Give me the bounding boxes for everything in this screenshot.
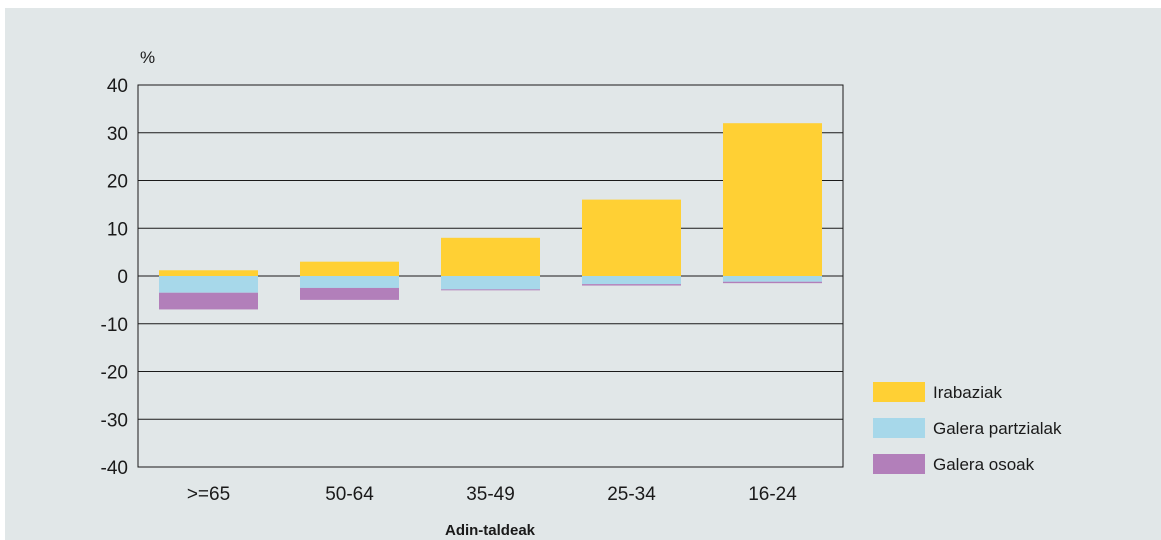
- y-tick-label: 30: [107, 124, 128, 145]
- bar-segment: [723, 281, 822, 284]
- bar-segment: [300, 276, 399, 288]
- bar-segment: [723, 123, 822, 276]
- y-tick-label: -20: [101, 363, 128, 384]
- legend-swatch: [873, 382, 925, 402]
- bars: [159, 123, 822, 310]
- y-axis-unit: %: [140, 48, 155, 67]
- bar-segment: [582, 199, 681, 276]
- y-tick-label: -40: [101, 458, 128, 479]
- x-tick-label: >=65: [187, 484, 230, 505]
- bar-segment: [159, 276, 258, 293]
- bar-segment: [300, 287, 399, 300]
- y-tick-label: -30: [101, 410, 128, 431]
- y-tick-label: 20: [107, 172, 128, 193]
- legend-label: Galera osoak: [933, 455, 1035, 474]
- y-tick-label: 0: [117, 267, 128, 288]
- x-axis-title: Adin-taldeak: [445, 522, 536, 539]
- legend-label: Galera partzialak: [933, 419, 1062, 438]
- legend-swatch: [873, 418, 925, 438]
- bar-segment: [441, 289, 540, 291]
- y-axis-ticks: 40 30 20 10 0 -10 -20 -30 -40: [101, 76, 128, 479]
- bar-segment: [159, 292, 258, 310]
- bar-segment: [582, 284, 681, 286]
- legend-swatch: [873, 454, 925, 474]
- bar-segment: [723, 276, 822, 282]
- y-tick-label: -10: [101, 315, 128, 336]
- y-tick-label: 10: [107, 219, 128, 240]
- x-tick-label: 50-64: [325, 484, 374, 505]
- bar-segment: [582, 276, 681, 285]
- x-tick-label: 35-49: [466, 484, 515, 505]
- y-tick-label: 40: [107, 76, 128, 97]
- x-axis-ticks: >=65 50-64 35-49 25-34 16-24: [187, 484, 797, 505]
- x-tick-label: 16-24: [748, 484, 797, 505]
- legend-label: Irabaziak: [933, 383, 1002, 402]
- bar-segment: [159, 270, 258, 276]
- bar-segment: [441, 276, 540, 290]
- plot-frame: [137, 84, 844, 468]
- bar-segment: [441, 237, 540, 276]
- x-tick-label: 25-34: [607, 484, 656, 505]
- bar-segment: [300, 261, 399, 276]
- legend: Irabaziak Galera partzialak Galera osoak: [873, 382, 1062, 474]
